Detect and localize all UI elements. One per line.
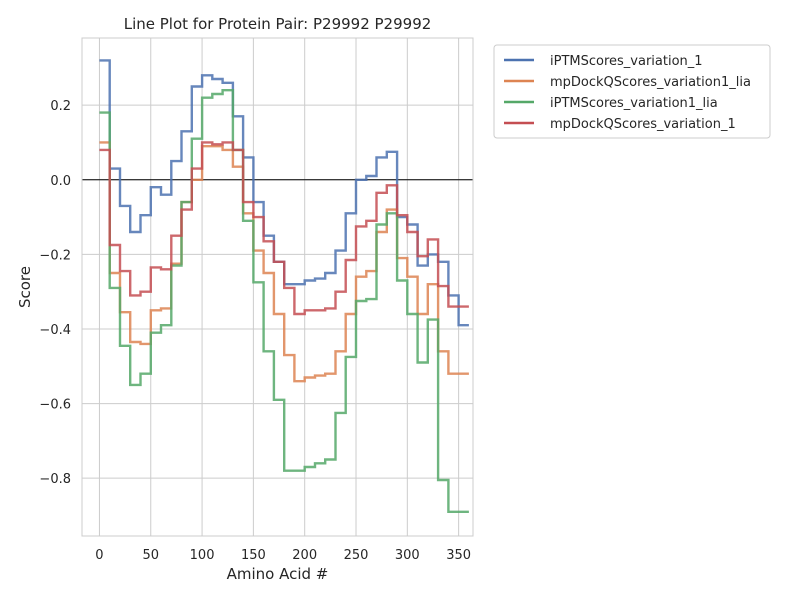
legend-entry-label: iPTMScores_variation1_lia: [550, 96, 718, 111]
legend-box: [493, 44, 771, 139]
series-line-iPTMScores_variation1_lia: [99, 89, 469, 513]
x-tick-label: 300: [395, 548, 420, 563]
y-tick-labels: 0.2 0.0 −0.2 −0.4 −0.6 −0.8: [39, 99, 71, 487]
x-tick-label: 350: [446, 548, 471, 563]
legend-entry-label: iPTMScores_variation_1: [550, 54, 703, 69]
x-axis-label: Amino Acid #: [227, 565, 329, 583]
y-tick-label: 0.0: [50, 174, 71, 189]
series-lines: [99, 59, 469, 513]
legend: iPTMScores_variation_1 mpDockQScores_vari…: [493, 44, 771, 139]
x-tick-label: 150: [241, 548, 266, 563]
y-axis-label: Score: [16, 266, 34, 308]
x-tick-label: 0: [95, 548, 103, 563]
y-tick-label: −0.8: [39, 472, 71, 487]
y-tick-label: −0.4: [39, 323, 71, 338]
x-tick-label: 100: [190, 548, 215, 563]
chart-title: Line Plot for Protein Pair: P29992 P2999…: [124, 15, 432, 33]
y-tick-label: −0.6: [39, 398, 71, 413]
y-tick-label: −0.2: [39, 248, 71, 263]
plot-frame: [81, 37, 474, 537]
y-tick-label: 0.2: [50, 99, 71, 114]
grid: [82, 38, 473, 536]
x-tick-labels: 0 50 100 150 200 250 300 350: [95, 548, 471, 563]
series-line-mpDockQScores_variation_1: [99, 141, 469, 316]
x-tick-label: 250: [344, 548, 369, 563]
series-line-mpDockQScores_variation1_lia: [99, 141, 469, 383]
x-tick-label: 200: [292, 548, 317, 563]
legend-entry-label: mpDockQScores_variation1_lia: [550, 75, 751, 90]
legend-entry-label: mpDockQScores_variation_1: [550, 117, 736, 132]
x-tick-label: 50: [142, 548, 159, 563]
